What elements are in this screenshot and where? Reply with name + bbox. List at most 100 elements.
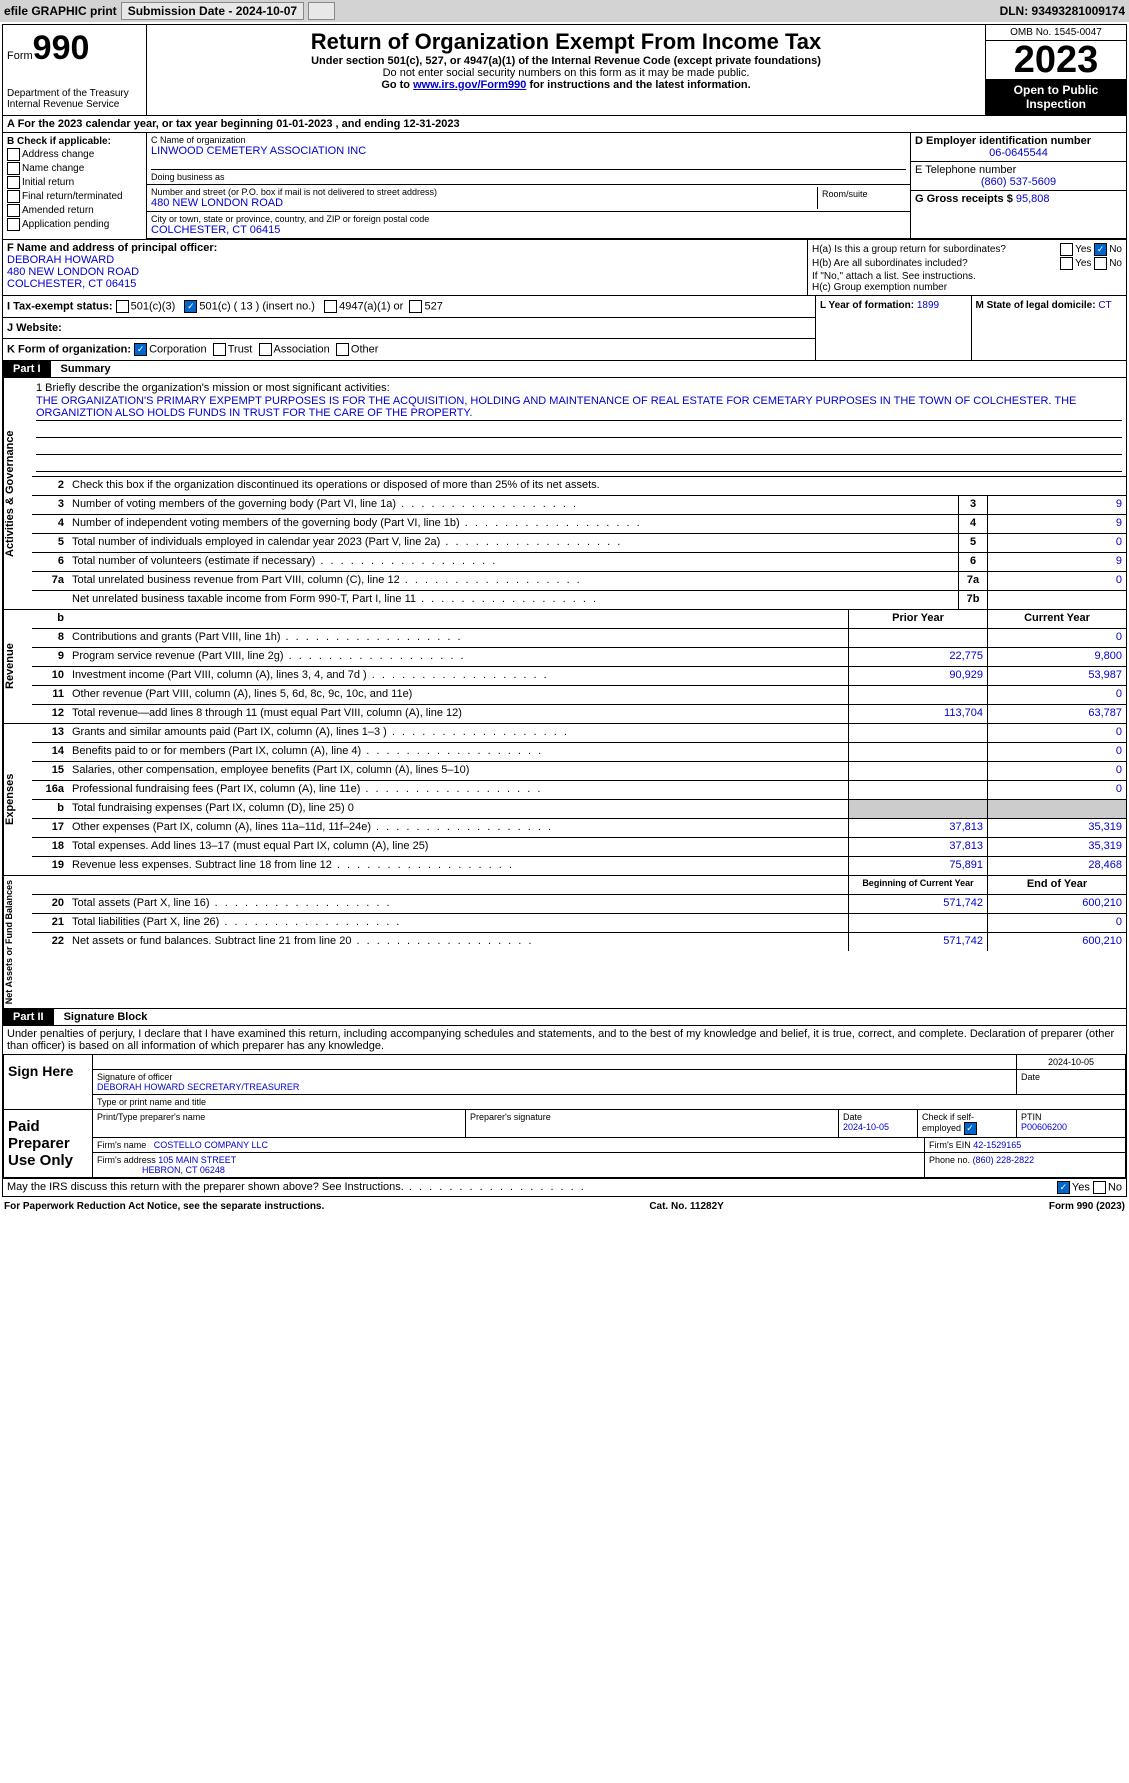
blank-btn [308,2,335,20]
col-c: C Name of organization LINWOOD CEMETERY … [147,133,911,238]
form-title: Return of Organization Exempt From Incom… [151,29,981,55]
v5: 0 [987,534,1126,552]
b-item-1: Name change [22,163,84,174]
chk-pending[interactable] [7,218,20,231]
k-other[interactable] [336,343,349,356]
b-item-2: Initial return [22,177,74,188]
topbar: efile GRAPHIC print Submission Date - 20… [0,0,1129,22]
l-lbl: L Year of formation: [820,300,914,311]
k-corp[interactable] [134,343,147,356]
sub1: Under section 501(c), 527, or 4947(a)(1)… [151,55,981,67]
i-4947[interactable] [324,300,337,313]
form-prefix: Form [7,50,33,62]
footer-right: Form 990 (2023) [1049,1201,1125,1212]
summary-na: Net Assets or Fund Balances Beginning of… [3,876,1126,1009]
mission-text: THE ORGANIZATION'S PRIMARY EXPEMPT PURPO… [36,394,1122,421]
chk-final[interactable] [7,190,20,203]
hdr-right: OMB No. 1545-0047 2023 Open to Public In… [985,25,1126,115]
mission-blank2 [36,438,1122,455]
i-527[interactable] [409,300,422,313]
ha-yes[interactable] [1060,243,1073,256]
discuss-lbl: May the IRS discuss this return with the… [7,1181,586,1194]
m-val: CT [1098,300,1111,311]
dln-label: DLN: 93493281009174 [1000,4,1125,18]
vlabel-na: Net Assets or Fund Balances [3,876,32,1008]
i-lbl: I Tax-exempt status: [7,300,113,312]
part1-title: Summary [51,361,121,377]
city-lbl: City or town, state or province, country… [151,214,906,224]
vlabel-exp: Expenses [3,724,32,875]
discuss-row: May the IRS discuss this return with the… [3,1178,1126,1196]
footer-mid: Cat. No. 11282Y [649,1201,723,1212]
vlabel-gov: Activities & Governance [3,378,32,609]
gross: 95,808 [1016,193,1050,205]
m-lbl: M State of legal domicile: [976,300,1096,311]
org-city: COLCHESTER, CT 06415 [151,224,906,236]
footer-left: For Paperwork Reduction Act Notice, see … [4,1201,324,1212]
v4: 9 [987,515,1126,533]
hc-lbl: H(c) Group exemption number [812,282,1122,293]
v3: 9 [987,496,1126,514]
chk-name[interactable] [7,162,20,175]
col-f: F Name and address of principal officer:… [3,240,808,295]
hdr-curr: Current Year [987,610,1126,628]
discuss-yes[interactable] [1057,1181,1070,1194]
j-lbl: J Website: [7,322,62,334]
l-val: 1899 [917,300,939,311]
section-bcd: B Check if applicable: Address change Na… [3,133,1126,240]
tel-lbl: E Telephone number [915,164,1122,176]
ha-no[interactable] [1094,243,1107,256]
col-h: H(a) Is this a group return for subordin… [808,240,1126,295]
hdr-mid: Return of Organization Exempt From Incom… [147,25,985,115]
part2-hdr: Part II Signature Block [3,1009,1126,1026]
b-label: B Check if applicable: [7,136,142,147]
hdr-prior: Prior Year [848,610,987,628]
footer: For Paperwork Reduction Act Notice, see … [0,1199,1129,1214]
vlabel-rev: Revenue [3,610,32,723]
mission-blank3 [36,455,1122,472]
org-name: LINWOOD CEMETERY ASSOCIATION INC [151,145,906,157]
b-item-0: Address change [22,149,94,160]
b-item-3: Final return/terminated [22,191,123,202]
inspect-label: Open to Public Inspection [986,79,1126,115]
chk-amended[interactable] [7,204,20,217]
hb-yes[interactable] [1060,257,1073,270]
k-trust[interactable] [213,343,226,356]
part2-lbl: Part II [3,1009,54,1025]
efile-label: efile GRAPHIC print [4,4,117,18]
submission-btn[interactable]: Submission Date - 2024-10-07 [121,2,304,20]
k-assoc[interactable] [259,343,272,356]
i-501c[interactable] [184,300,197,313]
b-item-4: Amended return [22,205,94,216]
sign-here: Sign Here 2024-10-05 Signature of office… [3,1055,1126,1110]
hb-no[interactable] [1094,257,1107,270]
form-990: Form990 Department of the Treasury Inter… [2,24,1127,1197]
tel: (860) 537-5609 [915,176,1122,188]
f-lbl: F Name and address of principal officer: [7,242,803,254]
dba-lbl: Doing business as [151,169,906,182]
discuss-no[interactable] [1093,1181,1106,1194]
room-lbl: Room/suite [818,187,906,209]
chk-address[interactable] [7,148,20,161]
part2-title: Signature Block [54,1009,158,1025]
addr-lbl: Number and street (or P.O. box if mail i… [151,187,817,197]
sub3-post: for instructions and the latest informat… [526,79,750,91]
officer-addr2: COLCHESTER, CT 06415 [7,278,803,290]
ein-lbl: D Employer identification number [915,135,1122,147]
self-emp-chk[interactable] [964,1122,977,1135]
hb-lbl: H(b) Are all subordinates included? [812,258,968,269]
v7b [987,591,1126,609]
col-cd: C Name of organization LINWOOD CEMETERY … [147,133,1126,239]
tax-year: 2023 [986,41,1126,79]
irs-link[interactable]: www.irs.gov/Form990 [413,79,526,91]
hb-note: If "No," attach a list. See instructions… [812,271,1122,282]
sub3-pre: Go to [381,79,413,91]
dept-label: Department of the Treasury Internal Reve… [7,88,142,110]
mission-lbl: 1 Briefly describe the organization's mi… [36,382,1122,394]
summary-exp: Expenses 13Grants and similar amounts pa… [3,724,1126,876]
ein: 06-0645544 [915,147,1122,159]
chk-initial[interactable] [7,176,20,189]
row-a: A For the 2023 calendar year, or tax yea… [3,116,1126,133]
summary-rev: Revenue bPrior YearCurrent Year 8Contrib… [3,610,1126,724]
i-501c3[interactable] [116,300,129,313]
